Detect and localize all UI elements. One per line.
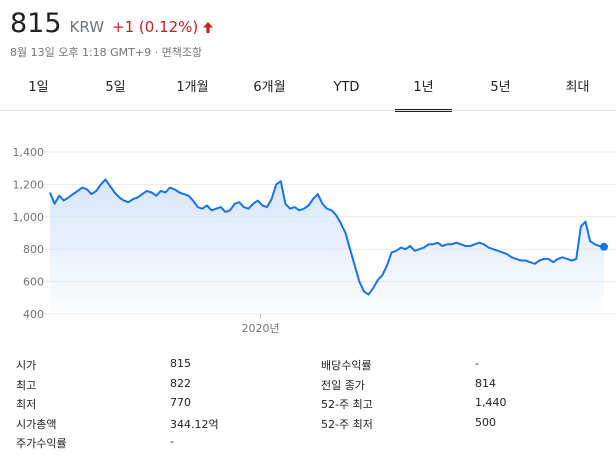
tab-label: 1년 [413, 80, 434, 95]
x-tick-label: 2020년 [241, 322, 279, 335]
stat-label: 52-주 최고 [321, 398, 373, 411]
stat-value: 770 [170, 396, 191, 409]
stat-label: 배당수익률 [321, 359, 372, 372]
y-tick-label: 1,200 [13, 178, 45, 191]
stat-label: 최저 [16, 398, 37, 411]
price-change-value: +1 (0.12%) [112, 18, 199, 36]
stat-label: 시가총액 [16, 417, 57, 431]
stat-value: 500 [475, 415, 496, 429]
stat-label: 52-주 최저 [321, 417, 373, 431]
stat-value: 815 [170, 357, 191, 370]
tab-label: 5일 [105, 80, 126, 95]
last-price-dot [600, 242, 608, 251]
y-tick-label: 800 [23, 243, 44, 256]
stat-row: 최고 822 전일 종가 814 [0, 374, 616, 394]
timestamp-line: 8월 13일 오후 1:18 GMT+9 · 면책조항 [10, 44, 202, 60]
y-tick-label: 600 [23, 276, 44, 289]
y-tick-label: 1,400 [13, 146, 45, 159]
price-change: +1 (0.12%) [112, 18, 214, 36]
range-tabs: 1일 5일 1개월 6개월 YTD 1년 5년 최대 [0, 72, 616, 112]
disclaimer-link[interactable]: 면책조항 [161, 46, 203, 59]
stat-row: 시가총액 344.12억 52-주 최저 500 [0, 413, 616, 433]
stats-table: 시가 815 배당수익률 - 최고 822 전일 종가 814 최저 770 5… [0, 354, 616, 452]
price-header: 815 KRW +1 (0.12%) [10, 8, 214, 40]
tab-ytd[interactable]: YTD [308, 72, 385, 110]
stat-label: 주가수익률 [16, 437, 67, 450]
stat-value: 814 [475, 376, 496, 390]
y-tick-label: 400 [23, 308, 44, 321]
tab-1d[interactable]: 1일 [0, 72, 77, 110]
stat-value: 822 [170, 376, 191, 390]
tab-label: YTD [333, 80, 360, 95]
tab-1m[interactable]: 1개월 [154, 72, 231, 110]
tab-max[interactable]: 최대 [539, 72, 616, 110]
arrow-up-icon [203, 21, 214, 33]
price-line [49, 178, 605, 296]
separator-dot: · [154, 46, 162, 59]
tab-label: 최대 [565, 80, 590, 95]
stat-label: 시가 [16, 359, 37, 372]
stat-label: 최고 [16, 378, 37, 392]
stat-value: 1,440 [475, 396, 507, 409]
stat-row: 시가 815 배당수익률 - [0, 354, 616, 374]
current-price: 815 [10, 8, 62, 39]
y-tick-label: 1,000 [13, 211, 45, 224]
stat-value: - [170, 435, 174, 448]
stat-row: 최저 770 52-주 최고 1,440 [0, 393, 616, 413]
tab-label: 6개월 [253, 80, 286, 95]
stat-value: 344.12억 [170, 417, 219, 431]
tab-5y[interactable]: 5년 [462, 72, 539, 110]
tab-6m[interactable]: 6개월 [231, 72, 308, 110]
timestamp: 8월 13일 오후 1:18 GMT+9 [10, 46, 152, 59]
stat-label: 전일 종가 [321, 378, 365, 392]
tab-divider [0, 110, 616, 111]
tab-label: 1개월 [176, 80, 209, 95]
tab-label: 5년 [490, 80, 511, 95]
tab-5d[interactable]: 5일 [77, 72, 154, 110]
currency-code: KRW [69, 18, 105, 36]
stat-row: 주가수익률 - [0, 432, 616, 452]
tab-1y[interactable]: 1년 [385, 72, 462, 112]
stat-value: - [475, 357, 479, 370]
price-chart[interactable]: 1,400 1,200 1,000 800 600 400 2020년 [0, 118, 616, 340]
price-area [50, 179, 604, 314]
tab-label: 1일 [28, 80, 49, 95]
